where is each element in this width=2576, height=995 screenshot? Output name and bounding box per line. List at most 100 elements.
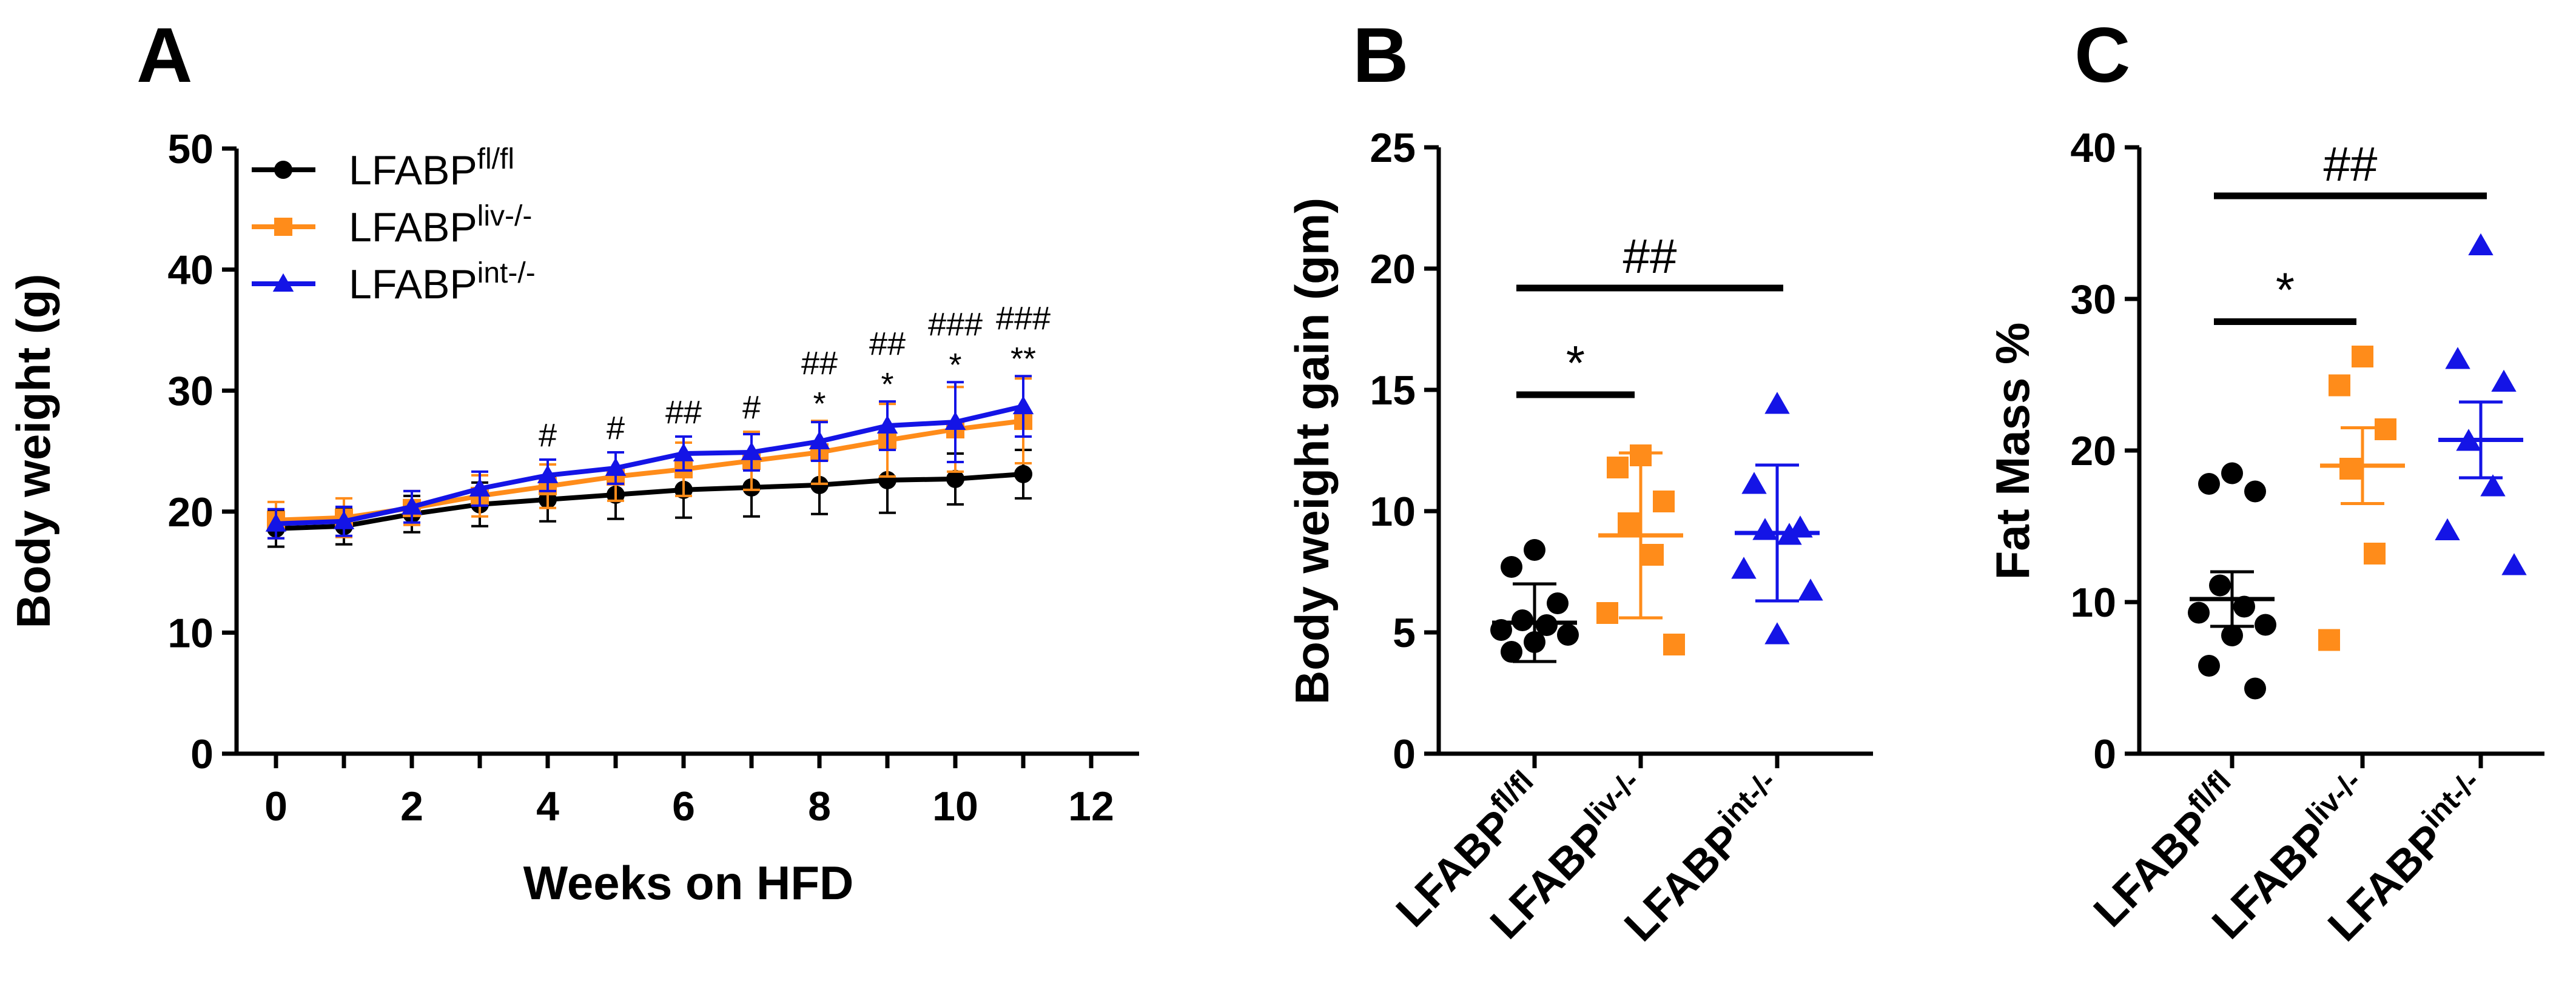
group-liv: LFABPliv-/- — [2203, 346, 2405, 948]
data-point — [876, 415, 898, 434]
legend-label: LFABPliv-/- — [349, 200, 532, 250]
star-annotation: * — [813, 386, 826, 422]
hash-annotation: ## — [869, 326, 906, 362]
data-point — [2198, 655, 2220, 677]
legend-label: LFABPint-/- — [349, 257, 536, 307]
x-tick-label-a: 2 — [400, 783, 423, 829]
category-name: LFABP — [2319, 815, 2454, 950]
data-point — [605, 457, 627, 476]
chart-c: 0 10 20 30 40 Fat Mass % LFABPfl/flLFABPliv-/-… — [1986, 125, 2544, 951]
y-axis-label-a: Body weight (g) — [7, 274, 60, 629]
data-point — [1501, 641, 1522, 663]
legend-marker — [274, 161, 292, 179]
data-point — [1547, 592, 1569, 614]
data-point — [2244, 480, 2266, 503]
data-point — [2221, 462, 2243, 484]
group-int: LFABPint-/- — [2319, 233, 2527, 951]
legend-name: LFABP — [349, 204, 477, 250]
data-point — [1557, 624, 1579, 646]
data-point — [469, 478, 491, 497]
data-point — [2352, 346, 2373, 367]
legend-name: LFABP — [349, 147, 477, 193]
y-tick-label: 0 — [1393, 731, 1416, 777]
data-point — [2435, 518, 2460, 541]
legend-superscript: fl/fl — [477, 143, 514, 175]
group-flfl: LFABPfl/fl — [2085, 462, 2276, 936]
group-liv: LFABPliv-/- — [1481, 444, 1685, 948]
data-point — [2209, 574, 2231, 597]
data-point — [1663, 634, 1685, 655]
panel-label-a: A — [136, 12, 192, 99]
data-point — [1512, 609, 1533, 631]
data-point — [1741, 472, 1767, 494]
data-point — [1014, 464, 1032, 483]
data-point — [944, 411, 966, 430]
star-annotation: ** — [1011, 341, 1036, 377]
data-point — [2445, 347, 2470, 369]
data-point — [741, 441, 762, 460]
data-point — [1012, 395, 1034, 415]
chart-a: 0 10 20 30 40 50 0 2 4 6 8 10 12 Weeks on HFD Body wei… — [7, 126, 1139, 910]
data-point — [1731, 557, 1757, 579]
data-point — [1618, 512, 1639, 534]
legend-marker — [272, 273, 294, 292]
x-tick-label-a: 0 — [264, 783, 288, 829]
x-tick-label-a: 10 — [932, 783, 978, 829]
legend-superscript: int-/- — [477, 257, 536, 289]
y-tick-label: 20 — [2070, 428, 2116, 474]
y-tick-label: 30 — [2070, 276, 2116, 323]
hash-annotation: # — [607, 410, 625, 446]
data-point — [333, 511, 355, 529]
x-tick-label-a: 8 — [808, 783, 831, 829]
data-point — [1653, 491, 1675, 512]
series-int-a — [265, 375, 1034, 540]
hash-annotation: # — [742, 389, 761, 426]
y-tick-label: 5 — [1393, 610, 1416, 656]
data-point — [673, 443, 694, 461]
significance-label: ## — [1623, 229, 1677, 283]
hash-annotation: ### — [996, 300, 1051, 337]
x-tick-label-a: 12 — [1068, 783, 1114, 829]
category-name: LFABP — [1615, 815, 1750, 950]
panel-label-b: B — [1353, 12, 1408, 99]
y-tick-label: 40 — [2070, 125, 2116, 171]
data-point — [2491, 369, 2517, 392]
data-point — [1764, 392, 1790, 414]
y-tick-label: 20 — [1370, 246, 1416, 292]
data-point — [1524, 539, 1545, 561]
category-name: LFABP — [2203, 812, 2338, 948]
series-line — [275, 404, 1024, 526]
y-tick-label-a: 20 — [167, 489, 214, 535]
data-point — [1642, 544, 1664, 566]
data-point — [401, 496, 423, 515]
panel-label-c: C — [2074, 12, 2130, 99]
x-axis-label-a: Weeks on HFD — [523, 856, 854, 910]
y-tick-label: 10 — [2070, 580, 2116, 626]
star-annotation: * — [881, 366, 893, 403]
legend-label: LFABPfl/fl — [349, 143, 514, 193]
y-tick-label-a: 50 — [167, 126, 214, 172]
y-tick-label: 15 — [1370, 367, 1416, 414]
y-tick-label-a: 30 — [167, 368, 214, 414]
data-point — [1607, 457, 1629, 478]
data-point — [2198, 473, 2220, 495]
data-point — [1536, 614, 1558, 636]
x-tick-label-a: 6 — [672, 783, 695, 829]
data-point — [2221, 625, 2243, 646]
data-point — [2188, 601, 2210, 624]
data-point — [2339, 458, 2361, 480]
data-point — [946, 469, 964, 488]
y-tick-label-a: 40 — [167, 247, 214, 293]
series-line — [275, 418, 1024, 523]
data-point — [2480, 474, 2506, 497]
data-point — [2318, 629, 2340, 651]
hash-annotation: ## — [665, 394, 702, 430]
significance-label: ## — [2324, 137, 2378, 191]
data-point — [1764, 622, 1790, 645]
y-tick-label-a: 10 — [167, 610, 214, 656]
y-tick-label: 0 — [2093, 731, 2116, 777]
data-point — [2364, 543, 2386, 565]
hash-annotation: ### — [928, 306, 983, 343]
